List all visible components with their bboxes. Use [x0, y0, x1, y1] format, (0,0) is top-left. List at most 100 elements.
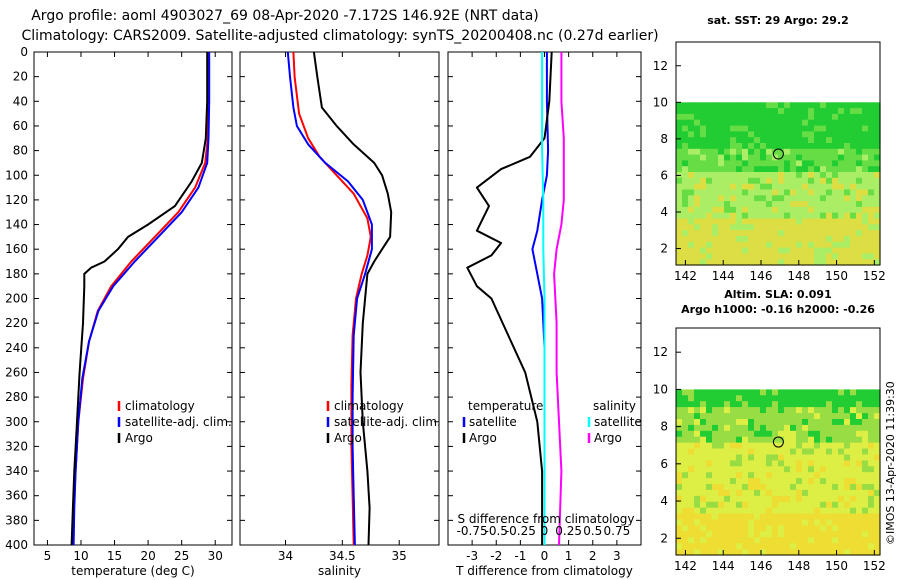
heatmap-cell: [700, 154, 707, 161]
heatmap-cell: [748, 154, 755, 161]
heatmap-cell: [844, 478, 851, 485]
heatmap-cell: [844, 253, 851, 260]
heatmap-cell: [850, 442, 857, 450]
heatmap-cell: [796, 513, 803, 521]
heatmap-cell: [790, 436, 797, 444]
heatmap-cell: [676, 143, 683, 150]
heatmap-cell: [850, 206, 857, 214]
heatmap-cell: [760, 119, 767, 127]
heatmap-cell: [694, 401, 701, 408]
heatmap-cell: [718, 466, 725, 473]
heatmap-cell: [790, 177, 797, 185]
heatmap-cell: [748, 430, 755, 438]
heatmap-cell: [772, 484, 779, 491]
heatmap-cell: [862, 501, 869, 509]
heatmap-cell: [790, 407, 797, 414]
heatmap-cell: [802, 189, 809, 196]
heatmap-cell: [820, 218, 827, 225]
heatmap-cell: [754, 183, 761, 191]
heatmap-cell: [694, 235, 701, 243]
heatmap-cell: [832, 489, 839, 497]
heatmap-cell: [682, 531, 689, 538]
heatmap-cell: [868, 537, 875, 544]
heatmap-cell: [850, 148, 857, 156]
heatmap-cell: [814, 501, 821, 509]
heatmap-cell: [766, 484, 773, 491]
heatmap-cell: [832, 413, 839, 420]
heatmap-cell: [748, 395, 755, 402]
heatmap-cell: [826, 513, 833, 521]
heatmap-cell: [796, 549, 803, 556]
heatmap-cell: [802, 160, 809, 167]
heatmap-cell: [694, 195, 701, 202]
heatmap-cell: [826, 177, 833, 185]
heatmap-cell: [784, 212, 791, 220]
heatmap-cell: [754, 489, 761, 497]
heatmap-cell: [694, 537, 701, 544]
heatmap-cell: [682, 501, 689, 509]
heatmap-cell: [784, 413, 791, 420]
heatmap-cell: [712, 549, 719, 556]
heatmap-cell: [730, 472, 737, 479]
heatmap-cell: [712, 259, 719, 266]
y-tick-label: 12: [653, 59, 668, 73]
heatmap-cell: [856, 195, 863, 202]
heatmap-cell: [766, 143, 773, 150]
heatmap-cell: [760, 241, 767, 249]
heatmap-cell: [730, 253, 737, 260]
heatmap-cell: [682, 430, 689, 438]
heatmap-cell: [814, 507, 821, 515]
heatmap-cell: [724, 212, 731, 220]
heatmap-cell: [718, 424, 725, 432]
heatmap-cell: [754, 495, 761, 503]
heatmap-cell: [688, 430, 695, 438]
heatmap-cell: [844, 235, 851, 243]
heatmap-cell: [802, 401, 809, 408]
heatmap-cell: [820, 531, 827, 538]
heatmap-cell: [676, 206, 683, 214]
heatmap-cell: [862, 484, 869, 491]
s-tick-label: 0.25: [555, 524, 582, 538]
heatmap-cell: [838, 430, 845, 438]
heatmap-cell: [814, 224, 821, 231]
heatmap-cell: [706, 478, 713, 485]
heatmap-cell: [796, 247, 803, 254]
heatmap-cell: [850, 543, 857, 550]
heatmap-cell: [808, 102, 815, 109]
heatmap-cell: [742, 513, 749, 521]
heatmap-cell: [730, 454, 737, 461]
heatmap-cell: [850, 189, 857, 196]
heatmap-cell: [856, 389, 863, 396]
heatmap-cell: [730, 537, 737, 544]
heatmap-cell: [730, 448, 737, 455]
heatmap-cell: [826, 195, 833, 202]
heatmap-cell: [730, 160, 737, 167]
heatmap-cell: [676, 247, 683, 254]
heatmap-cell: [748, 230, 755, 237]
heatmap-cell: [748, 436, 755, 444]
heatmap-cell: [868, 519, 875, 526]
map-title: sat. SST: 29 Argo: 29.2: [707, 14, 849, 27]
heatmap-cell: [736, 241, 743, 249]
heatmap-cell: [742, 519, 749, 526]
heatmap-cell: [832, 448, 839, 455]
heatmap-cell: [742, 131, 749, 138]
heatmap-cell: [850, 154, 857, 161]
heatmap-cell: [688, 419, 695, 426]
heatmap-cell: [694, 478, 701, 485]
heatmap-cell: [838, 389, 845, 396]
heatmap-cell: [718, 177, 725, 185]
heatmap-cell: [700, 131, 707, 138]
heatmap-cell: [868, 102, 875, 109]
heatmap-cell: [718, 218, 725, 225]
heatmap-cell: [682, 525, 689, 532]
heatmap-cell: [688, 183, 695, 191]
heatmap-cell: [844, 484, 851, 491]
heatmap-cell: [700, 537, 707, 544]
x-tick-label: 3: [613, 549, 621, 563]
heatmap-cell: [808, 259, 815, 266]
heatmap-cell: [760, 195, 767, 202]
heatmap-cell: [844, 172, 851, 179]
heatmap-cell: [694, 160, 701, 167]
heatmap-cell: [682, 513, 689, 521]
